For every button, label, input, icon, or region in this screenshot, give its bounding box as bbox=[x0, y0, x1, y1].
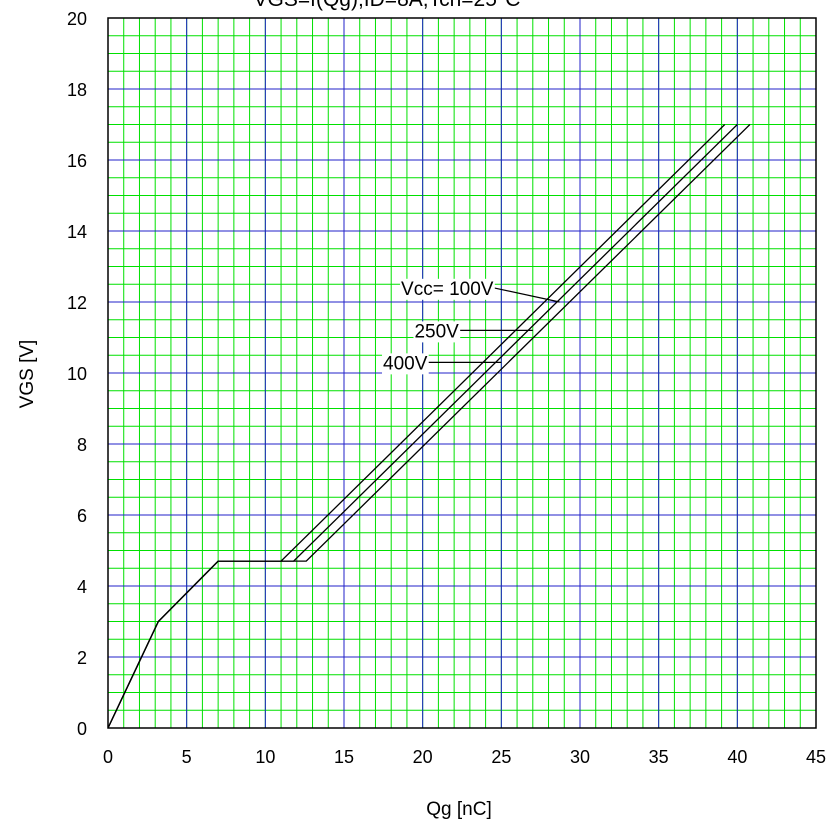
x-tick-label: 10 bbox=[255, 747, 275, 767]
x-tick-label: 30 bbox=[570, 747, 590, 767]
annotation-label: 400V bbox=[383, 353, 428, 374]
x-tick-label: 25 bbox=[491, 747, 511, 767]
annotation-background bbox=[382, 353, 429, 375]
y-tick-labels: 0 2 4 6 8 10 12 14 16 18 20 bbox=[67, 9, 87, 739]
annotation-400v: 400V bbox=[382, 353, 502, 375]
annotation-background bbox=[400, 278, 495, 300]
y-tick-label: 10 bbox=[67, 364, 87, 384]
x-tick-label: 45 bbox=[806, 747, 826, 767]
x-axis-label: Qg [nC] bbox=[426, 799, 491, 820]
series-layer bbox=[107, 124, 751, 729]
x-tick-label: 0 bbox=[103, 747, 113, 767]
x-tick-label: 40 bbox=[727, 747, 747, 767]
x-tick-label: 20 bbox=[413, 747, 433, 767]
y-tick-label: 8 bbox=[77, 435, 87, 455]
annotation-250v: 250V bbox=[413, 321, 533, 343]
y-tick-label: 14 bbox=[67, 222, 87, 242]
annotation-label: 250V bbox=[414, 321, 459, 342]
y-tick-label: 0 bbox=[77, 719, 87, 739]
y-tick-label: 18 bbox=[67, 80, 87, 100]
annotation-100v: Vcc= 100V bbox=[400, 278, 560, 303]
x-tick-label: 35 bbox=[649, 747, 669, 767]
annotation-leader bbox=[493, 287, 560, 303]
annotation-layer: Vcc= 100V 250V 400V bbox=[382, 278, 560, 375]
plot-frame bbox=[107, 17, 817, 729]
x-tick-label: 5 bbox=[182, 747, 192, 767]
x-tick-label: 15 bbox=[334, 747, 354, 767]
x-tick-labels: 0 5 10 15 20 25 30 35 40 45 bbox=[103, 747, 826, 767]
chart-title: VGS=f(Qg);ID=8A,Tch=25°C bbox=[254, 0, 521, 11]
y-tick-label: 12 bbox=[67, 293, 87, 313]
y-tick-label: 6 bbox=[77, 506, 87, 526]
y-tick-label: 16 bbox=[67, 151, 87, 171]
annotation-label: Vcc= 100V bbox=[401, 279, 494, 300]
y-tick-label: 20 bbox=[67, 9, 87, 29]
y-tick-label: 4 bbox=[77, 577, 87, 597]
y-tick-label: 2 bbox=[77, 648, 87, 668]
y-axis-label: VGS [V] bbox=[17, 340, 38, 409]
series-line-400v bbox=[107, 124, 751, 729]
annotation-background bbox=[413, 321, 461, 343]
